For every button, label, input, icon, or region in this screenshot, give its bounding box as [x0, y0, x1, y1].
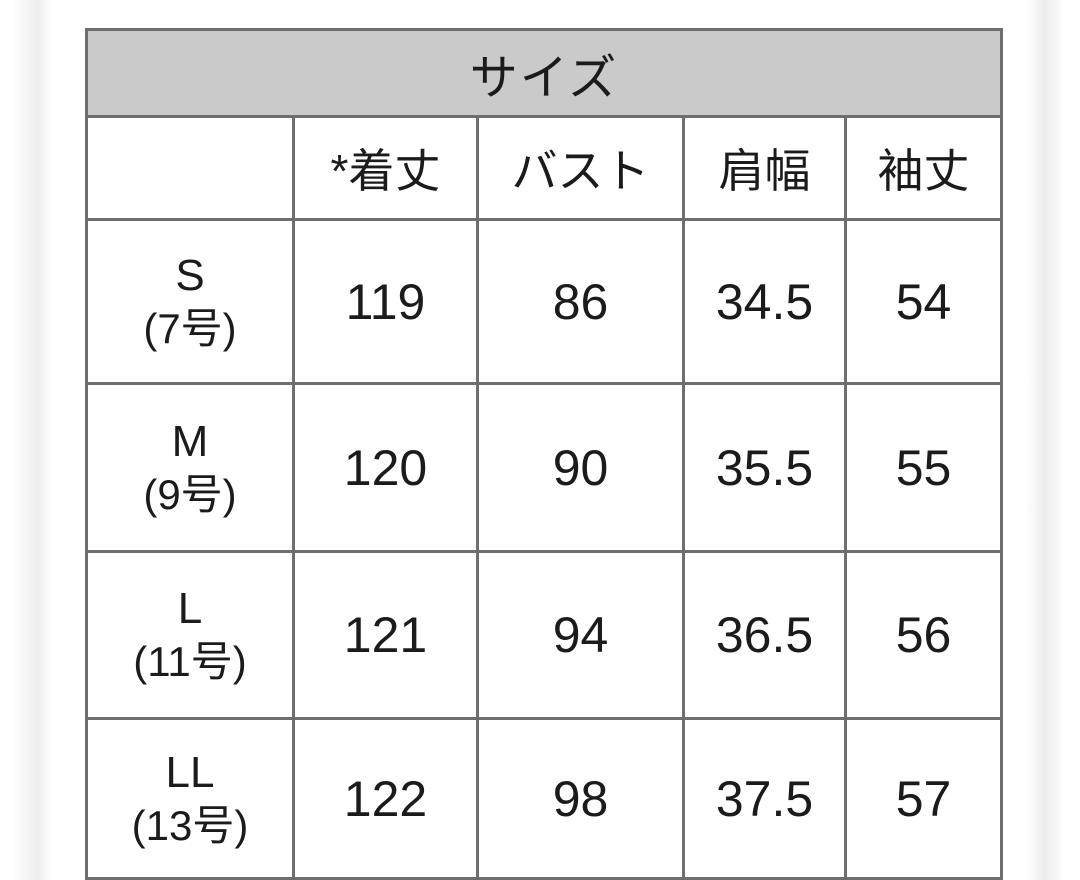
column-header-empty: [85, 115, 295, 221]
column-header-bust: バスト: [476, 115, 685, 221]
column-header-sleeve-length: 袖丈: [844, 115, 1003, 221]
size-note: (7号): [143, 304, 237, 352]
table-row-size-s: S (7号) 119 86 34.5 54: [85, 218, 1003, 385]
value-sleeve-length: 57: [844, 717, 1003, 880]
table-row-size-l: L (11号) 121 94 36.5 56: [85, 550, 1003, 720]
value-shoulder-width: 37.5: [682, 717, 847, 880]
value-shoulder-width: 35.5: [682, 382, 847, 553]
value-garment-length: 121: [292, 550, 479, 720]
size-name: S: [175, 250, 205, 300]
value-sleeve-length: 56: [844, 550, 1003, 720]
value-bust: 98: [476, 717, 685, 880]
right-page-edge: [1026, 0, 1066, 880]
size-label-cell: LL (13号): [85, 717, 295, 880]
size-label-cell: S (7号): [85, 218, 295, 385]
value-sleeve-length: 55: [844, 382, 1003, 553]
table-title-row: サイズ: [85, 28, 1003, 118]
value-bust: 90: [476, 382, 685, 553]
value-garment-length: 119: [292, 218, 479, 385]
size-note: (9号): [143, 470, 237, 518]
size-name: L: [177, 584, 203, 634]
table-row-size-m: M (9号) 120 90 35.5 55: [85, 382, 1003, 553]
value-garment-length: 122: [292, 717, 479, 880]
column-header-garment-length: *着丈: [292, 115, 479, 221]
table-title: サイズ: [85, 28, 1003, 118]
size-note: (11号): [133, 638, 247, 686]
value-bust: 86: [476, 218, 685, 385]
table-row-size-ll: LL (13号) 122 98 37.5 57: [85, 717, 1003, 880]
size-note: (13号): [131, 801, 249, 849]
size-chart-table: サイズ *着丈 バスト 肩幅 袖丈 S (7号) 119 86 34.5 54: [85, 28, 1003, 880]
left-page-edge: [12, 0, 52, 880]
value-garment-length: 120: [292, 382, 479, 553]
size-label-cell: M (9号): [85, 382, 295, 553]
size-name: M: [171, 416, 209, 466]
value-shoulder-width: 36.5: [682, 550, 847, 720]
value-shoulder-width: 34.5: [682, 218, 847, 385]
size-name: LL: [165, 747, 215, 797]
size-label-cell: L (11号): [85, 550, 295, 720]
column-header-row: *着丈 バスト 肩幅 袖丈: [85, 115, 1003, 221]
value-sleeve-length: 54: [844, 218, 1003, 385]
value-bust: 94: [476, 550, 685, 720]
column-header-shoulder-width: 肩幅: [682, 115, 847, 221]
